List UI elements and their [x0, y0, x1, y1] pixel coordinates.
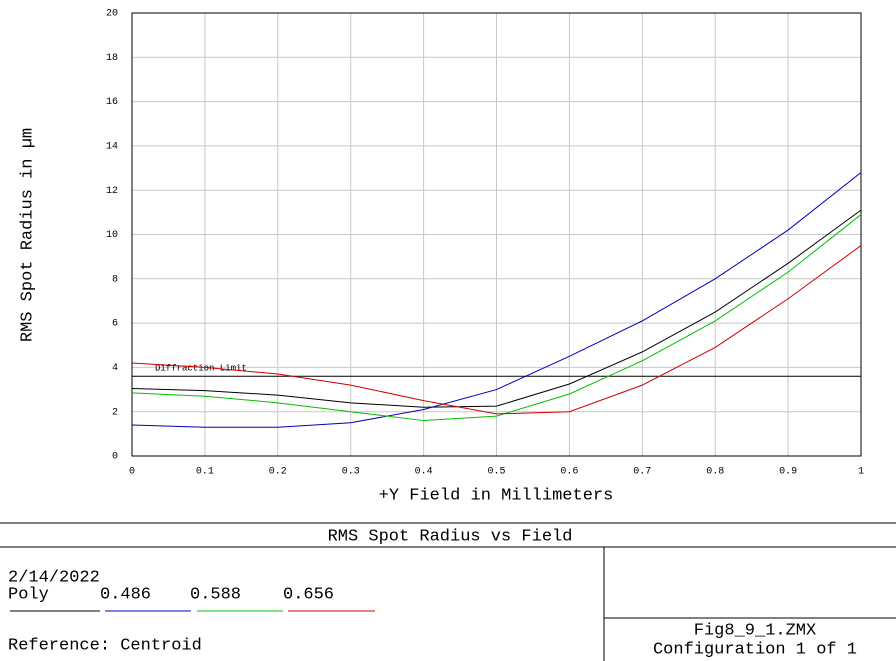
- legend-label: 0.588: [190, 585, 241, 604]
- date: 2/14/2022: [8, 568, 100, 587]
- x-tick-label: 0.9: [779, 467, 797, 478]
- x-tick-label: 0.4: [415, 467, 433, 478]
- y-tick-label: 18: [106, 53, 118, 64]
- y-tick-label: 16: [106, 97, 118, 108]
- y-axis-label: RMS Spot Radius in µm: [18, 128, 37, 342]
- x-axis-label: +Y Field in Millimeters: [379, 486, 614, 505]
- y-tick-label: 20: [106, 9, 118, 20]
- y-tick-label: 2: [112, 407, 118, 418]
- x-tick-label: 0.5: [487, 467, 505, 478]
- y-tick-label: 12: [106, 186, 118, 197]
- y-tick-label: 10: [106, 230, 118, 241]
- x-tick-label: 0: [129, 467, 135, 478]
- y-tick-label: 0: [112, 452, 118, 463]
- x-tick-label: 0.1: [196, 467, 214, 478]
- y-tick-label: 6: [112, 319, 118, 330]
- legend-label: 0.486: [100, 585, 151, 604]
- legend-label: Poly: [8, 585, 49, 604]
- reference: Reference: Centroid: [8, 636, 202, 655]
- series-line: [131, 245, 862, 415]
- x-tick-label: 0.6: [560, 467, 578, 478]
- series-line: [131, 172, 862, 428]
- file-name: Fig8_9_1.ZMX: [694, 621, 816, 640]
- y-tick-label: 8: [112, 274, 118, 285]
- x-tick-label: 1: [858, 467, 864, 478]
- configuration: Configuration 1 of 1: [653, 640, 857, 659]
- y-tick-label: 4: [112, 363, 118, 374]
- x-tick-label: 0.2: [269, 467, 287, 478]
- x-tick-label: 0.8: [706, 467, 724, 478]
- series-line: [131, 214, 862, 422]
- plot-frame: [131, 12, 862, 457]
- diffraction-label: Diffraction Limit: [155, 364, 247, 374]
- legend-label: 0.656: [283, 585, 334, 604]
- x-tick-label: 0.3: [342, 467, 360, 478]
- chart-title: RMS Spot Radius vs Field: [328, 527, 573, 546]
- x-tick-label: 0.7: [633, 467, 651, 478]
- y-tick-label: 14: [106, 142, 118, 153]
- series-line: [131, 209, 862, 408]
